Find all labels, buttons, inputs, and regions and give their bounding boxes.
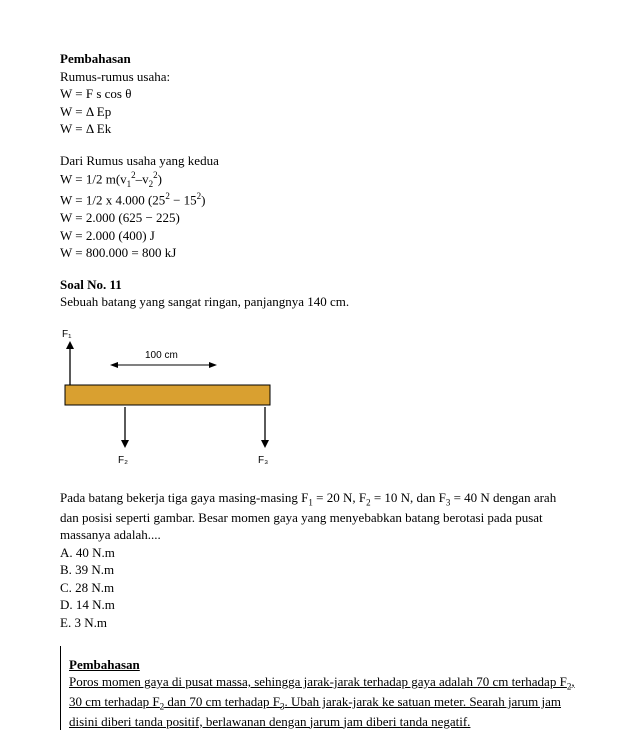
text-line: W = 800.000 = 800 kJ [60,244,578,262]
option-c: C. 28 N.m [60,579,578,597]
pembahasan2-heading: Pembahasan [69,656,578,674]
text-line: W = 2.000 (400) J [60,227,578,245]
beam-bar [65,385,270,405]
pembahasan-heading: Pembahasan [60,50,578,68]
pembahasan2-body: Poros momen gaya di pusat massa, sehingg… [69,673,578,730]
f2-label: F₂ [118,455,128,466]
text-line: W = 1/2 m(v12–v22) [60,169,578,190]
f2-arrow-head [121,440,129,448]
f3-arrow-head [261,440,269,448]
beam-diagram: F₁ 100 cm F₂ F₃ [60,325,578,475]
text-line: W = 1/2 x 4.000 (252 − 152) [60,190,578,209]
derivasi-section: Dari Rumus usaha yang kedua W = 1/2 m(v1… [60,152,578,262]
text-line: W = F s cos θ [60,85,578,103]
text-line: Rumus-rumus usaha: [60,68,578,86]
f1-arrow-head [66,341,74,349]
f3-label: F₃ [258,455,268,466]
question-section: Pada batang bekerja tiga gaya masing-mas… [60,489,578,632]
pembahasan2-section: Pembahasan Poros momen gaya di pusat mas… [60,646,578,731]
soal-heading: Soal No. 11 [60,276,578,294]
dim-arrow-left [110,362,118,368]
pembahasan-section: Pembahasan Rumus-rumus usaha: W = F s co… [60,50,578,138]
dim-arrow-right [209,362,217,368]
option-e: E. 3 N.m [60,614,578,632]
text-line: W = Δ Ep [60,103,578,121]
soal-text: Sebuah batang yang sangat ringan, panjan… [60,293,578,311]
option-a: A. 40 N.m [60,544,578,562]
dim-label: 100 cm [145,350,178,361]
text-line: Dari Rumus usaha yang kedua [60,152,578,170]
question-text: Pada batang bekerja tiga gaya masing-mas… [60,489,578,544]
diagram-svg: F₁ 100 cm F₂ F₃ [60,325,300,475]
option-d: D. 14 N.m [60,596,578,614]
text-line: W = Δ Ek [60,120,578,138]
f1-label: F₁ [62,329,72,340]
soal-section: Soal No. 11 Sebuah batang yang sangat ri… [60,276,578,311]
text-line: W = 2.000 (625 − 225) [60,209,578,227]
option-b: B. 39 N.m [60,561,578,579]
